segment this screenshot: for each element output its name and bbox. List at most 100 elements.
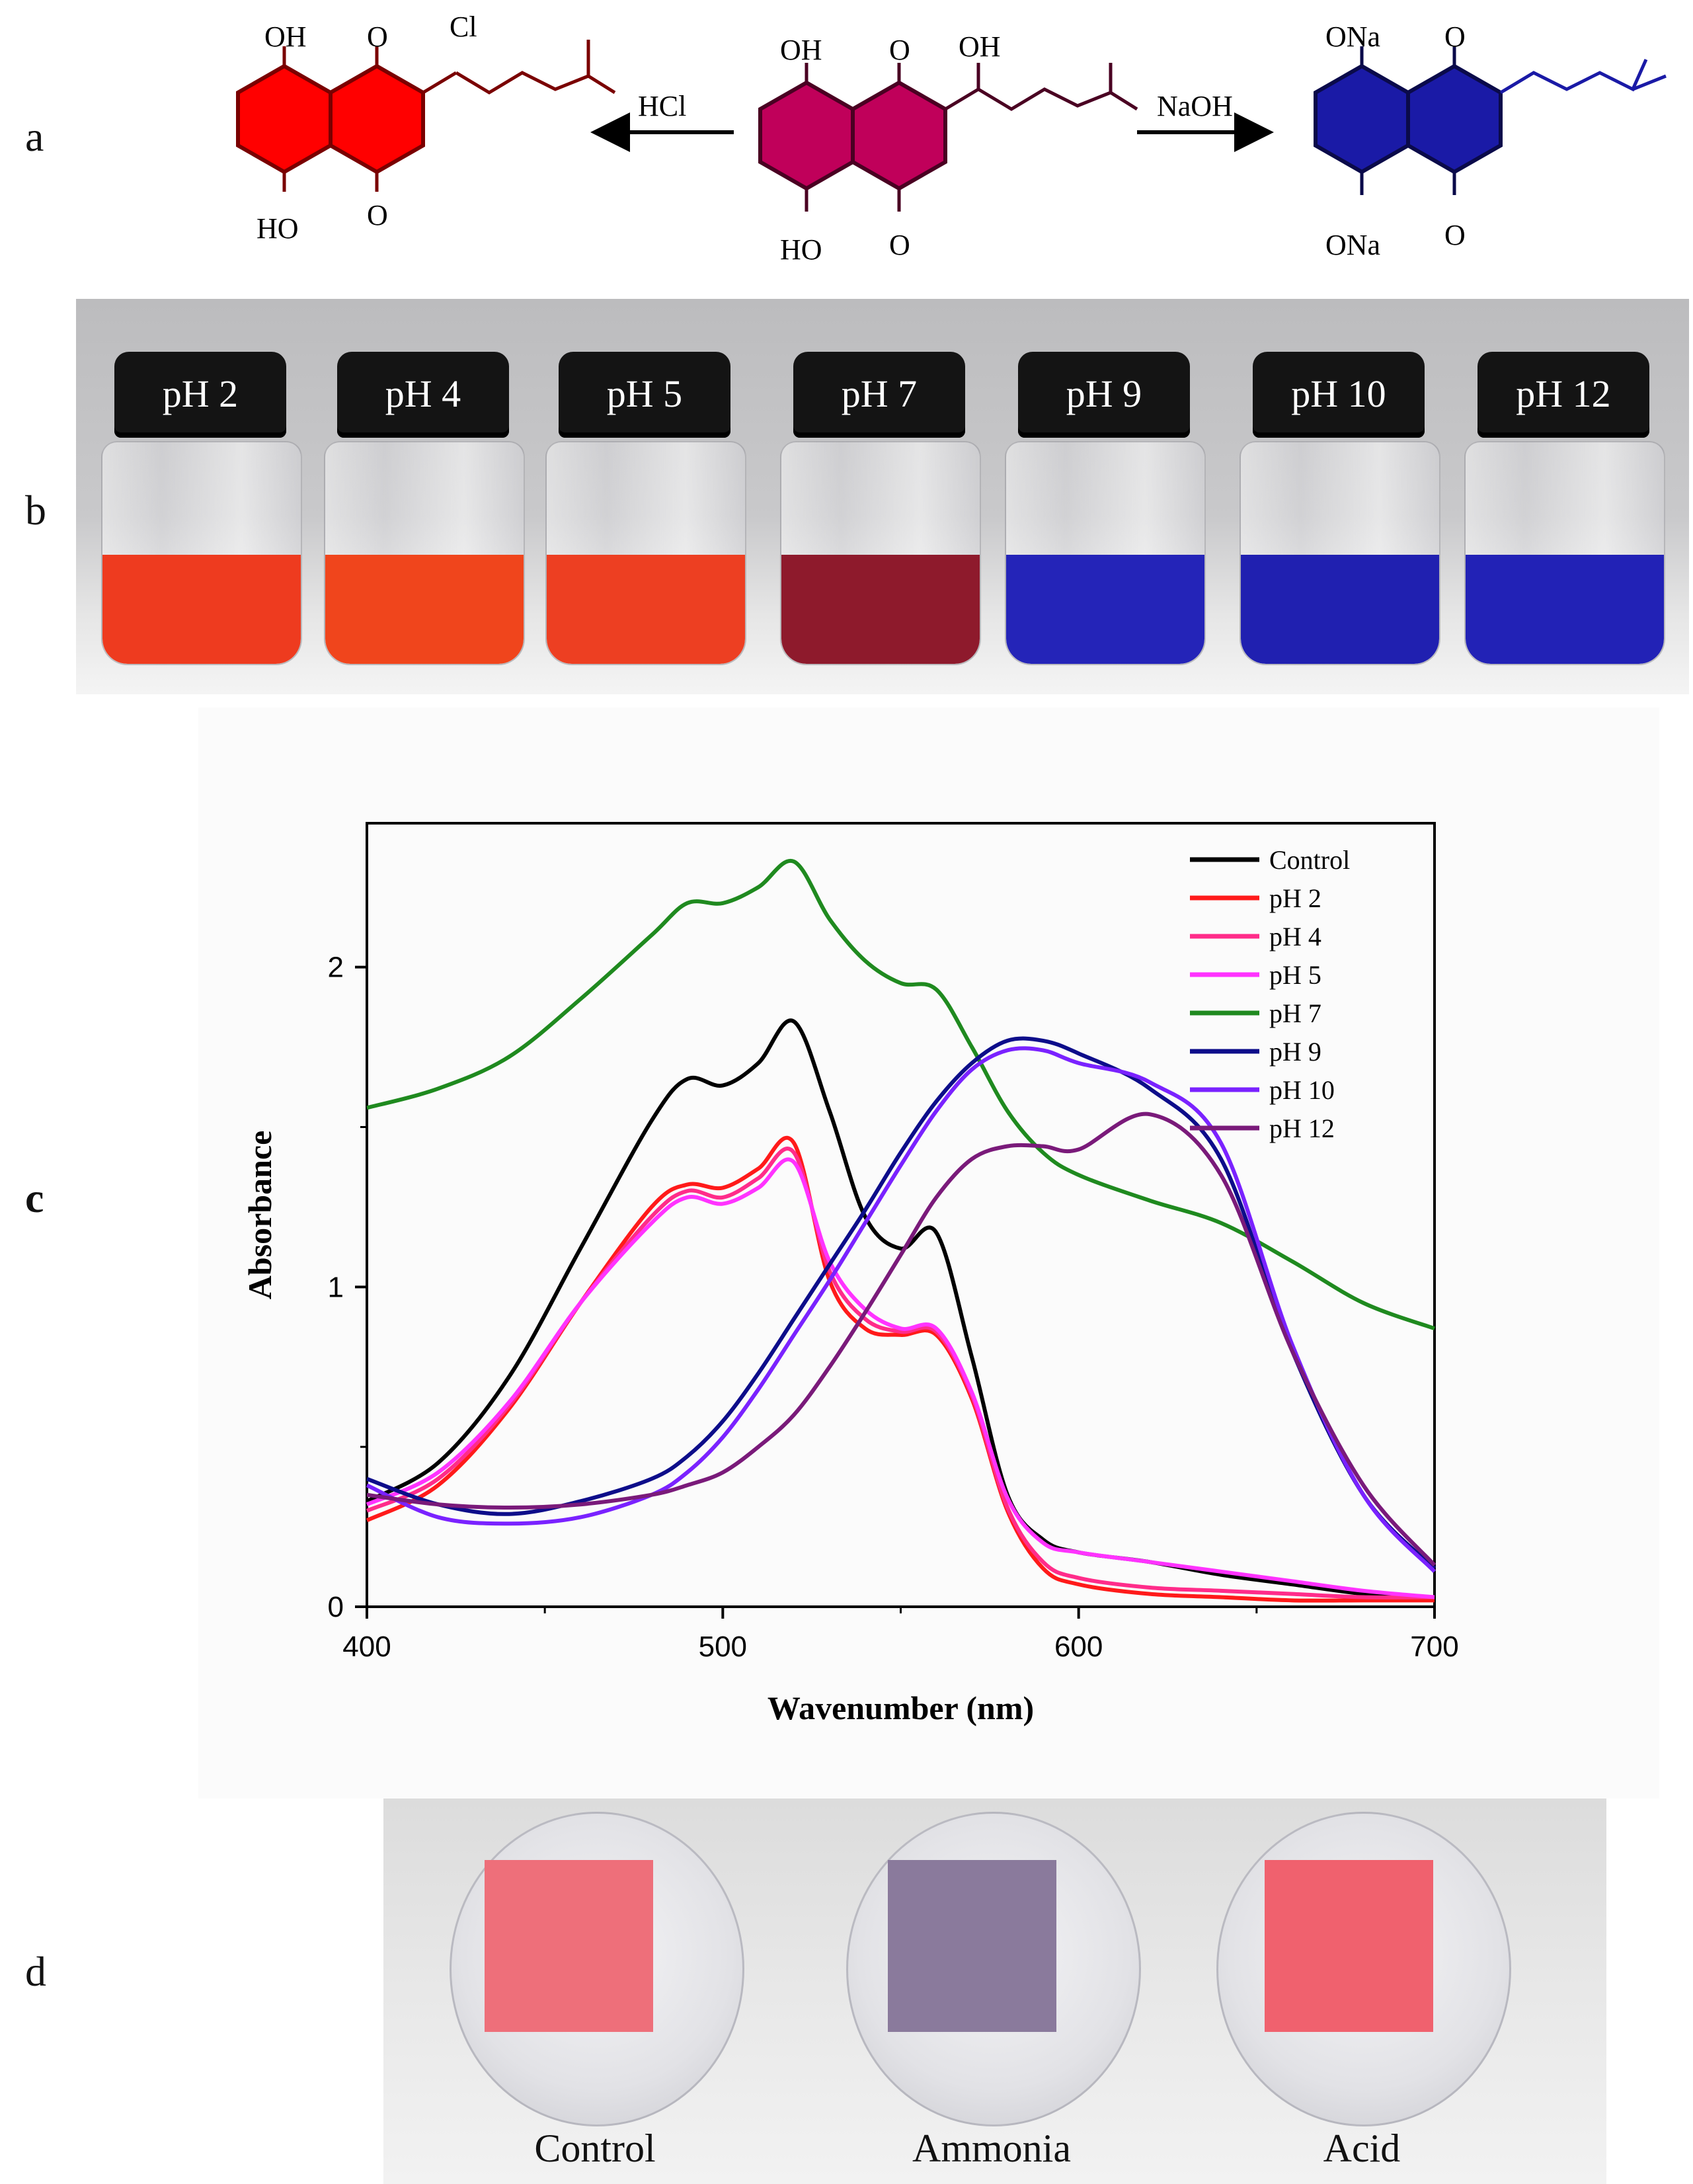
left-oh-label: OH <box>264 20 307 53</box>
x-axis-label: Wavenumber (nm) <box>768 1689 1034 1726</box>
vial-ph5: pH 5 <box>545 352 746 665</box>
vial-glass <box>1240 441 1440 665</box>
dishes-photo: Control Ammonia Acid <box>383 1799 1606 2184</box>
right-ring-1 <box>1314 63 1410 175</box>
vial-label: pH 10 <box>1291 372 1386 415</box>
film-pad <box>1265 1860 1433 2032</box>
vial-ph10: pH 10 <box>1240 352 1440 665</box>
center-side-oh-label: OH <box>959 30 1001 63</box>
center-ho-label: HO <box>780 233 822 266</box>
center-oh-label: OH <box>780 34 822 66</box>
vials-photo: pH 2 pH 4 pH 5 pH 7 pH 9 pH 10 pH 12 <box>76 299 1689 694</box>
vial-liquid <box>781 555 980 664</box>
vial-ph4: pH 4 <box>324 352 525 665</box>
vial-liquid <box>1241 555 1439 664</box>
vial-glass <box>1005 441 1206 665</box>
left-cl-label: Cl <box>450 11 477 43</box>
vial-cap: pH 12 <box>1477 352 1649 438</box>
vial-liquid <box>325 555 524 664</box>
right-ring-2 <box>1406 63 1503 175</box>
vial-label: pH 7 <box>841 372 918 415</box>
x-tick-label: 700 <box>1410 1631 1458 1663</box>
center-molecule: OH HO O O OH <box>758 30 1138 266</box>
vial-label: pH 12 <box>1516 372 1611 415</box>
legend-label: pH 9 <box>1269 1037 1321 1067</box>
panel-c-label: c <box>25 1174 44 1221</box>
right-o-bottom-label: O <box>1444 219 1466 251</box>
vial-ph9: pH 9 <box>1005 352 1206 665</box>
vial-cap: pH 9 <box>1018 352 1190 438</box>
panel-d-label: d <box>25 1948 46 1995</box>
dish-label-ammonia: Ammonia <box>912 2126 1071 2170</box>
vial-liquid <box>1466 555 1664 664</box>
absorbance-chart-panel: 400 500 600 700 0 1 2 Wavenumber (nm) Absorbance… <box>198 708 1659 1799</box>
center-ring-2 <box>851 80 947 191</box>
center-o-bottom-label: O <box>889 229 910 261</box>
legend-label: pH 5 <box>1269 960 1321 990</box>
dish-label-control: Control <box>534 2126 656 2170</box>
vial-glass <box>101 441 302 665</box>
legend-label: pH 7 <box>1269 998 1321 1028</box>
vial-liquid <box>102 555 301 664</box>
vial-ph12: pH 12 <box>1464 352 1665 665</box>
legend-label: pH 12 <box>1269 1113 1335 1143</box>
series-line-ph-2 <box>366 1135 1435 1603</box>
absorbance-chart: 400 500 600 700 0 1 2 Wavenumber (nm) Absorbance… <box>241 822 1459 1726</box>
left-ring-1 <box>236 63 333 175</box>
series-line-ph-4 <box>366 1147 1435 1599</box>
vial-ph2: pH 2 <box>101 352 302 665</box>
x-tick-label: 500 <box>699 1631 747 1663</box>
left-molecule: OH HO O O Cl <box>236 11 616 245</box>
x-tick-label: 400 <box>342 1631 391 1663</box>
vial-ph7: pH 7 <box>780 352 981 665</box>
vial-cap: pH 10 <box>1253 352 1425 438</box>
y-axis-label: Absorbance <box>241 1131 278 1300</box>
legend-label: pH 4 <box>1269 922 1321 951</box>
vial-label: pH 9 <box>1066 372 1142 415</box>
x-tick-label: 600 <box>1054 1631 1103 1663</box>
legend-label: pH 2 <box>1269 883 1321 913</box>
right-o-top-label: O <box>1444 20 1466 53</box>
left-ring-2 <box>329 63 425 175</box>
dish-ammonia <box>846 1812 1141 2126</box>
naoh-label: NaOH <box>1157 90 1233 122</box>
series-line-ph-5 <box>366 1157 1435 1599</box>
vial-glass <box>545 441 746 665</box>
right-ona-bottom-label: ONa <box>1325 229 1380 261</box>
film-pad <box>485 1860 653 2032</box>
dish-acid <box>1216 1812 1511 2126</box>
left-ho-label: HO <box>256 212 299 245</box>
series-line-ph-7 <box>366 858 1436 1331</box>
reaction-scheme: OH HO O O Cl HCl OH HO O O OH NaOH ONa <box>236 11 1667 266</box>
vial-liquid <box>547 555 745 664</box>
right-molecule: ONa ONa O O <box>1314 20 1667 261</box>
dish-control <box>450 1812 744 2126</box>
vial-glass <box>780 441 981 665</box>
vial-glass <box>1464 441 1665 665</box>
vial-cap: pH 5 <box>559 352 730 438</box>
center-o-top-label: O <box>889 34 910 66</box>
left-o-top-label: O <box>367 20 388 53</box>
y-tick-label: 0 <box>328 1591 344 1623</box>
panel-b-label: b <box>25 487 46 534</box>
vial-glass <box>324 441 525 665</box>
center-ring-1 <box>758 80 855 191</box>
vial-label: pH 4 <box>385 372 461 415</box>
legend-label: Control <box>1269 845 1350 875</box>
panel-a-label: a <box>25 113 44 160</box>
series-line-ph-9 <box>366 1036 1437 1570</box>
vial-liquid <box>1006 555 1204 664</box>
right-ona-top-label: ONa <box>1325 20 1380 53</box>
vial-cap: pH 4 <box>337 352 509 438</box>
vial-cap: pH 2 <box>114 352 286 438</box>
vial-cap: pH 7 <box>793 352 965 438</box>
vial-label: pH 5 <box>606 372 683 415</box>
y-tick-label: 2 <box>328 951 344 984</box>
left-o-bottom-label: O <box>367 199 388 231</box>
y-tick-label: 1 <box>328 1271 344 1303</box>
hcl-label: HCl <box>638 90 686 122</box>
legend-label: pH 10 <box>1269 1075 1335 1105</box>
vial-label: pH 2 <box>162 372 239 415</box>
dish-label-acid: Acid <box>1323 2126 1401 2170</box>
series-line-ph-12 <box>366 1112 1437 1567</box>
